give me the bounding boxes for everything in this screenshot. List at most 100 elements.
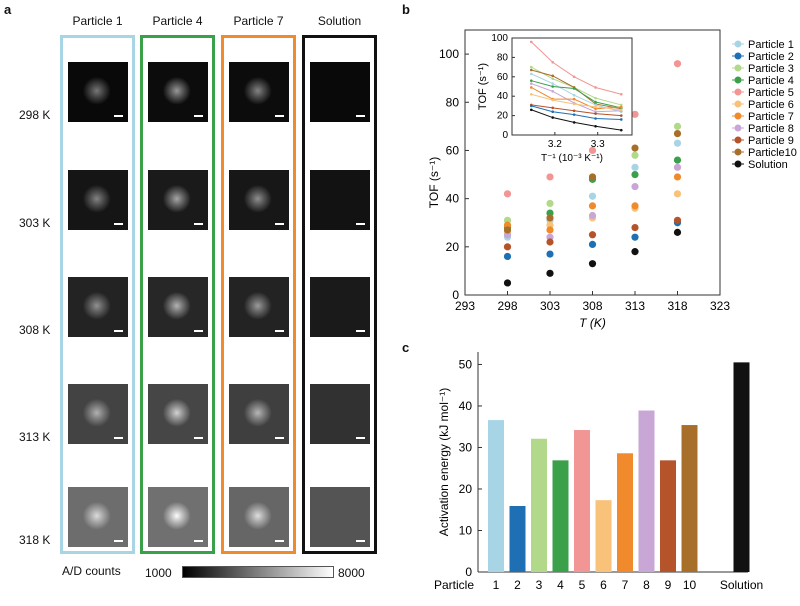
- inset-y-tick-label: 40: [497, 91, 509, 102]
- microscopy-image: [228, 277, 289, 337]
- data-point: [588, 240, 597, 249]
- x-tick-label: 293: [455, 299, 475, 313]
- inset-data-point: [551, 106, 555, 110]
- y-axis-label: Activation energy (kJ mol⁻¹): [437, 388, 451, 536]
- y-tick-label: 30: [459, 440, 473, 454]
- inset-data-point: [619, 103, 623, 107]
- inset-data-point: [619, 92, 623, 96]
- inset-data-point: [594, 103, 597, 107]
- legend-label: Particle 2: [748, 51, 794, 63]
- x-tick-label: Solution: [720, 578, 763, 592]
- inset-y-axis-label: TOF (s⁻¹): [477, 63, 489, 110]
- data-point: [546, 199, 554, 208]
- scale-bar: [193, 330, 203, 332]
- scale-bar: [355, 437, 365, 439]
- data-point: [673, 139, 682, 147]
- inset-data-point: [529, 65, 533, 69]
- microscopy-image: [147, 170, 208, 230]
- scale-bar: [113, 540, 123, 542]
- activation-energy-chart: 0 10 20 30 40 50 Activation energy (kJ mol⁻¹) P…: [434, 352, 763, 592]
- inset-data-point: [551, 85, 555, 88]
- inset-data-point: [551, 110, 555, 114]
- legend-marker: [734, 76, 742, 84]
- scale-bar: [355, 330, 365, 332]
- activation-energy-bar: [531, 438, 547, 572]
- inset-data-point: [551, 90, 555, 93]
- microscopy-image: [228, 487, 289, 547]
- legend-label: Particle 7: [748, 111, 794, 123]
- data-point: [673, 173, 682, 181]
- column-frame: [302, 35, 377, 554]
- y-tick-label: 0: [465, 565, 472, 579]
- y-tick-label: 100: [439, 47, 459, 61]
- x-tick-label: 2: [514, 578, 521, 592]
- y-tick-label: 80: [446, 95, 460, 109]
- data-point: [503, 252, 512, 261]
- inset-data-point: [529, 104, 533, 108]
- temperature-label: 308 K: [19, 323, 51, 337]
- legend-marker: [734, 160, 742, 168]
- inset-data-point: [551, 82, 555, 85]
- panel-c-letter: c: [402, 340, 410, 355]
- microscopy-image: [147, 277, 208, 337]
- microscopy-image: [309, 384, 370, 444]
- inset-data-point: [572, 93, 576, 97]
- inset-data-point: [594, 96, 597, 100]
- data-point: [631, 233, 639, 241]
- activation-energy-bar: [660, 460, 676, 572]
- data-point: [673, 122, 682, 130]
- scale-bar: [113, 115, 123, 117]
- inset-data-point: [594, 124, 597, 128]
- temperature-label: 313 K: [19, 430, 51, 444]
- column-title: Solution: [317, 14, 362, 28]
- data-point: [673, 60, 682, 68]
- x-tick-label: 7: [622, 578, 629, 592]
- legend-label: Particle 8: [748, 123, 794, 135]
- column-frame: [221, 35, 296, 554]
- data-point: [673, 216, 682, 224]
- y-tick-label: 10: [459, 523, 473, 537]
- column-title: Particle 4: [152, 14, 203, 28]
- scale-bar: [274, 115, 284, 117]
- inset-data-point: [594, 110, 597, 114]
- column-title: Particle 1: [72, 14, 123, 28]
- inset-data-point: [551, 98, 555, 102]
- microscopy-image: [309, 277, 370, 337]
- inset-y-tick-label: 20: [497, 111, 509, 122]
- inset-data-point: [551, 74, 555, 78]
- legend-label: Solution: [748, 159, 788, 171]
- data-point: [631, 110, 639, 118]
- scale-bar: [274, 223, 284, 225]
- data-point: [503, 190, 512, 198]
- legend-marker: [734, 64, 742, 72]
- inset-data-point: [529, 40, 533, 44]
- data-point: [631, 202, 639, 210]
- data-point: [588, 202, 597, 210]
- x-tick-label: 303: [540, 299, 560, 313]
- inset-data-point: [594, 105, 597, 109]
- microscopy-image: [228, 170, 289, 230]
- data-point: [588, 231, 597, 239]
- colorbar-label: A/D counts: [62, 564, 121, 578]
- x-tick-label: 1: [493, 578, 500, 592]
- microscopy-image: [309, 62, 370, 122]
- data-point: [673, 129, 682, 138]
- inset-data-point: [529, 108, 533, 112]
- microscopy-image: [67, 170, 128, 230]
- activation-energy-bar: [638, 410, 655, 572]
- data-point: [673, 190, 682, 198]
- x-tick-label: 313: [625, 299, 645, 313]
- scale-bar: [274, 437, 284, 439]
- category-axis-label: Particle: [434, 578, 474, 592]
- microscopy-image: [67, 62, 128, 122]
- data-point: [546, 226, 554, 234]
- microscopy-image: [147, 487, 208, 547]
- data-point: [631, 163, 639, 171]
- data-point: [546, 250, 554, 258]
- inset-data-point: [529, 86, 533, 89]
- microscopy-image: [67, 487, 128, 547]
- scale-bar: [193, 223, 203, 225]
- column-title: Particle 7: [233, 14, 284, 28]
- activation-energy-bar: [488, 420, 504, 572]
- inset-y-tick-label: 100: [491, 33, 508, 44]
